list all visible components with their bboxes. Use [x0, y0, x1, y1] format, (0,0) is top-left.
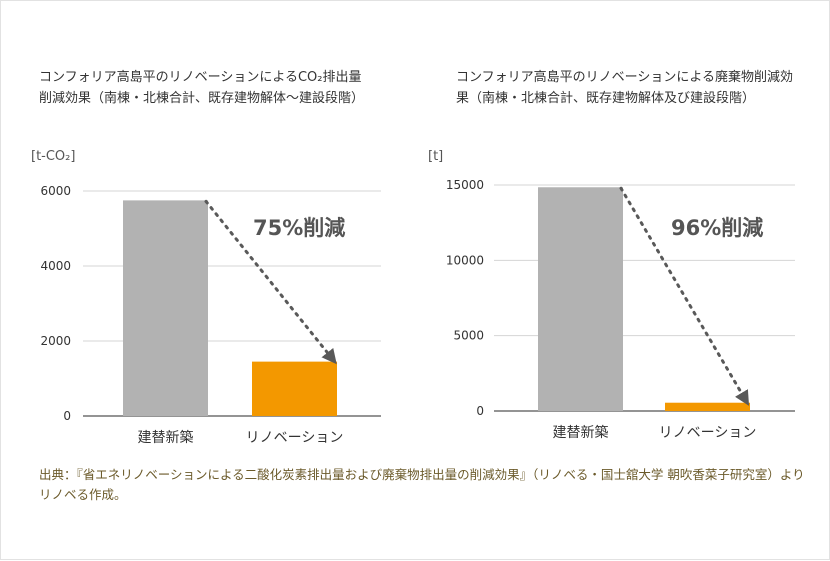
x-category-label-0: 建替新築	[138, 430, 194, 446]
chart-title-co2: コンフォリア高島平のリノベーションによるCO₂排出量削減効果（南棟・北棟合計、既…	[39, 70, 365, 106]
bar-renovation	[252, 361, 337, 416]
x-category-label-1: リノベーション	[246, 430, 344, 446]
y-tick-label-10000: 10000	[446, 253, 484, 267]
y-tick-label-6000: 6000	[40, 184, 71, 198]
y-tick-label-0: 0	[476, 404, 484, 418]
y-tick-label-5000: 5000	[453, 329, 484, 343]
bar-new-build	[538, 187, 623, 411]
reduction-annotation: 96%削減	[671, 216, 763, 240]
bar-new-build	[123, 200, 208, 416]
source-note: 出典：『省エネリノベーションによる二酸化炭素排出量および廃棄物排出量の削減効果』…	[39, 467, 805, 502]
y-tick-label-2000: 2000	[40, 334, 71, 348]
y-tick-label-4000: 4000	[40, 259, 71, 273]
reduction-arrow	[204, 199, 337, 365]
unit-label-co2: [t-CO₂]	[31, 149, 76, 164]
unit-label-waste: [t]	[428, 149, 444, 164]
reduction-annotation: 75%削減	[253, 216, 345, 240]
reduction-arrow	[619, 186, 750, 406]
y-tick-label-0: 0	[63, 409, 71, 423]
x-category-label-0: 建替新築	[553, 425, 609, 441]
y-tick-label-15000: 15000	[446, 178, 484, 192]
chart-title-waste: コンフォリア高島平のリノベーションによる廃棄物削減効果（南棟・北棟合計、既存建物…	[456, 70, 793, 106]
bar-renovation	[665, 402, 750, 411]
x-category-label-1: リノベーション	[659, 425, 757, 441]
